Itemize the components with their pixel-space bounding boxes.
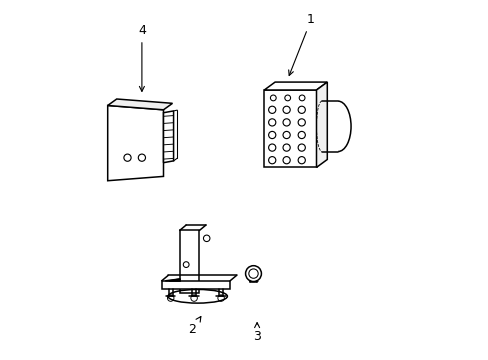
Polygon shape (165, 279, 179, 281)
Text: 4: 4 (138, 24, 145, 91)
Polygon shape (264, 82, 326, 90)
Polygon shape (163, 111, 173, 163)
Circle shape (245, 266, 261, 282)
Polygon shape (162, 281, 230, 289)
Polygon shape (107, 105, 163, 181)
Polygon shape (107, 99, 172, 110)
Text: 2: 2 (188, 316, 201, 336)
Text: 1: 1 (288, 13, 314, 76)
Polygon shape (179, 230, 199, 293)
Text: 3: 3 (253, 323, 261, 343)
Polygon shape (264, 90, 316, 167)
Polygon shape (316, 82, 326, 167)
